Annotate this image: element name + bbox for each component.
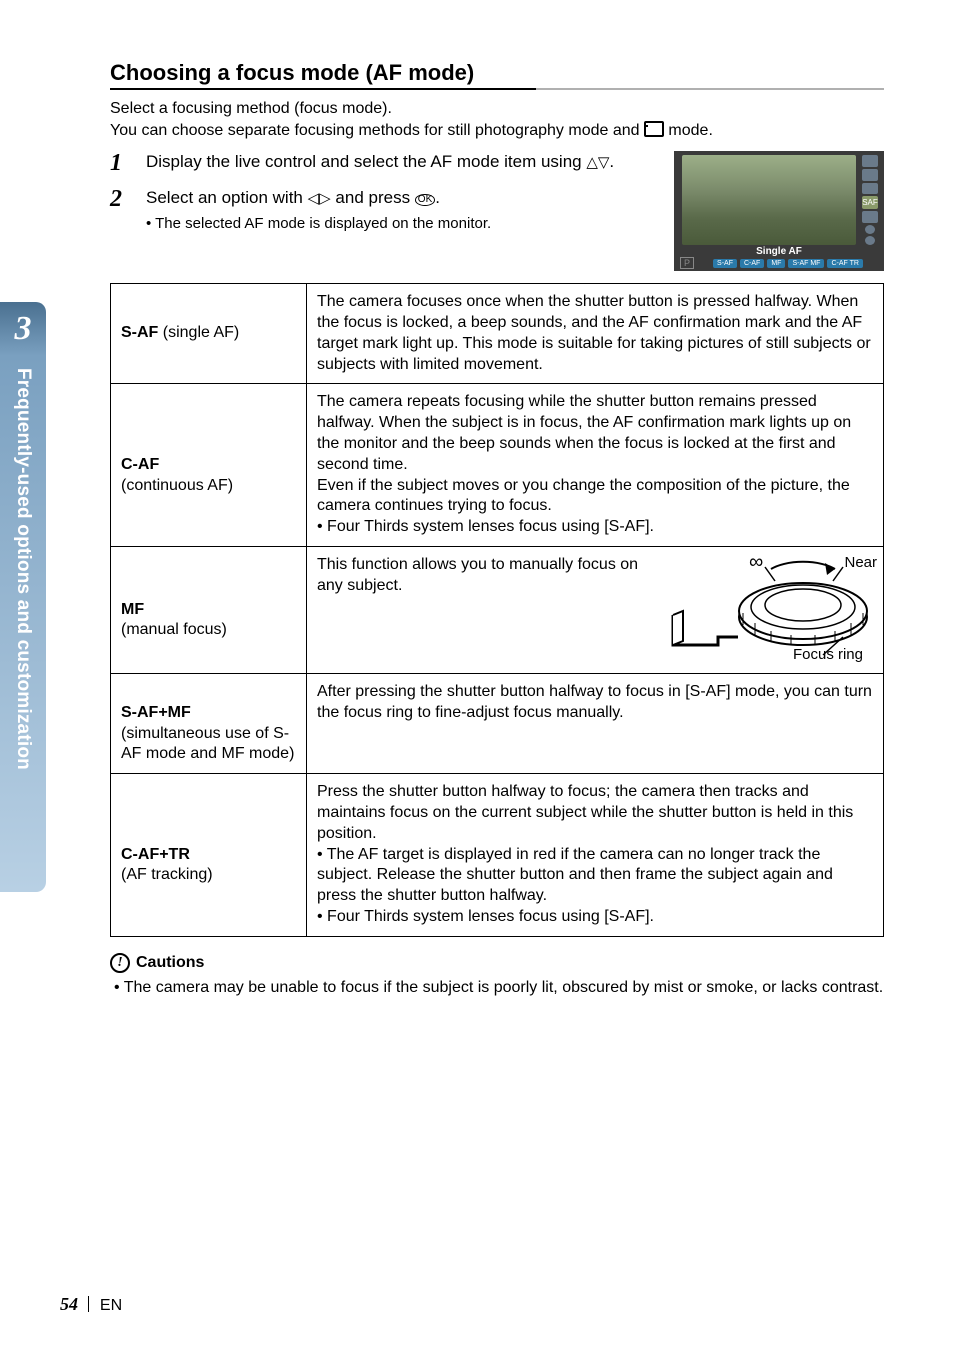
chapter-number: 3 [0, 302, 46, 356]
chapter-side-tab: 3 Frequently-used options and customizat… [0, 302, 46, 892]
step-1: 1 Display the live control and select th… [110, 151, 656, 175]
screen-live-view [682, 155, 856, 245]
screen-icon-3 [862, 183, 878, 195]
step-1-number: 1 [110, 151, 132, 175]
ok-button-icon: OK [415, 194, 435, 206]
section-heading-wrap: Choosing a focus mode (AF mode) [110, 60, 884, 90]
cautions-heading: ! Cautions [110, 953, 884, 973]
safmf-name-cell: S-AF+MF (simultaneous use of S-AF mode a… [111, 673, 307, 773]
chapter-title-wrap: Frequently-used options and customizatio… [0, 356, 46, 892]
cautions-title: Cautions [136, 954, 204, 972]
screen-p-badge: P [680, 257, 694, 269]
saf-desc-cell: The camera focuses once when the shutter… [307, 284, 884, 384]
screen-icon-7 [865, 236, 875, 245]
table-row-saf: S-AF (single AF) The camera focuses once… [111, 284, 884, 384]
caf-name-cell: C-AF (continuous AF) [111, 384, 307, 547]
screen-icon-6 [865, 225, 875, 234]
page-number: 54 [60, 1294, 78, 1314]
table-row-mf: MF (manual focus) This function allows y… [111, 546, 884, 673]
mode-pill-2: MF [767, 259, 785, 268]
step-2-sub: • The selected AF mode is displayed on t… [146, 214, 656, 234]
screen-mode-label: Single AF [674, 246, 884, 257]
caf-desc-cell: The camera repeats focusing while the sh… [307, 384, 884, 547]
chapter-title: Frequently-used options and customizatio… [12, 368, 34, 770]
intro-line-2: You can choose separate focusing methods… [110, 120, 884, 142]
step-1-body: Display the live control and select the … [146, 151, 656, 175]
mf-lens-diagram: ∞ Near [663, 555, 873, 665]
caftr-desc-cell: Press the shutter button halfway to focu… [307, 774, 884, 937]
page-lang: EN [100, 1297, 122, 1314]
section-heading: Choosing a focus mode (AF mode) [110, 60, 884, 86]
movie-mode-icon [644, 121, 664, 137]
table-row-safmf: S-AF+MF (simultaneous use of S-AF mode a… [111, 673, 884, 773]
up-down-arrow-icon: △▽ [586, 153, 609, 173]
screen-bottom-bar: P S-AF C-AF MF S-AF MF C-AF TR [674, 257, 884, 269]
infinity-label: ∞ [749, 549, 763, 575]
step-2: 2 Select an option with ◁▷ and press OK.… [110, 187, 656, 234]
caution-icon: ! [110, 953, 130, 973]
intro-line-1: Select a focusing method (focus mode). [110, 98, 884, 120]
mode-pill-1: C-AF [740, 259, 764, 268]
step-2-number: 2 [110, 187, 132, 234]
mode-pill-0: S-AF [713, 259, 737, 268]
mode-pill-3: S-AF MF [788, 259, 824, 268]
step-2-body: Select an option with ◁▷ and press OK. •… [146, 187, 656, 234]
screen-mode-strip: S-AF C-AF MF S-AF MF C-AF TR [698, 259, 878, 268]
screen-icon-saf: SAF [862, 196, 878, 209]
screen-icon-1 [862, 155, 878, 167]
table-row-caftr: C-AF+TR (AF tracking) Press the shutter … [111, 774, 884, 937]
focus-ring-label: Focus ring [793, 645, 863, 665]
af-mode-table: S-AF (single AF) The camera focuses once… [110, 283, 884, 937]
mode-pill-4: C-AF TR [827, 259, 862, 268]
left-right-arrow-icon: ◁▷ [308, 189, 331, 209]
footer-divider [88, 1296, 89, 1312]
near-label: Near [844, 553, 877, 573]
mf-desc-cell: This function allows you to manually foc… [307, 546, 884, 673]
table-row-caf: C-AF (continuous AF) The camera repeats … [111, 384, 884, 547]
screen-icon-5 [862, 211, 878, 223]
mf-desc-text: This function allows you to manually foc… [317, 555, 649, 597]
page-footer: 54 EN [60, 1294, 122, 1315]
saf-name-cell: S-AF (single AF) [111, 284, 307, 384]
screen-icon-2 [862, 169, 878, 181]
camera-screen-preview: SAF Single AF P S-AF C-AF MF S-AF MF C-A… [674, 151, 884, 271]
safmf-desc-cell: After pressing the shutter button halfwa… [307, 673, 884, 773]
mf-name-cell: MF (manual focus) [111, 546, 307, 673]
cautions-body: • The camera may be unable to focus if t… [110, 977, 884, 999]
screen-right-icons: SAF [860, 155, 880, 245]
intro-text: Select a focusing method (focus mode). Y… [110, 98, 884, 141]
caftr-name-cell: C-AF+TR (AF tracking) [111, 774, 307, 937]
